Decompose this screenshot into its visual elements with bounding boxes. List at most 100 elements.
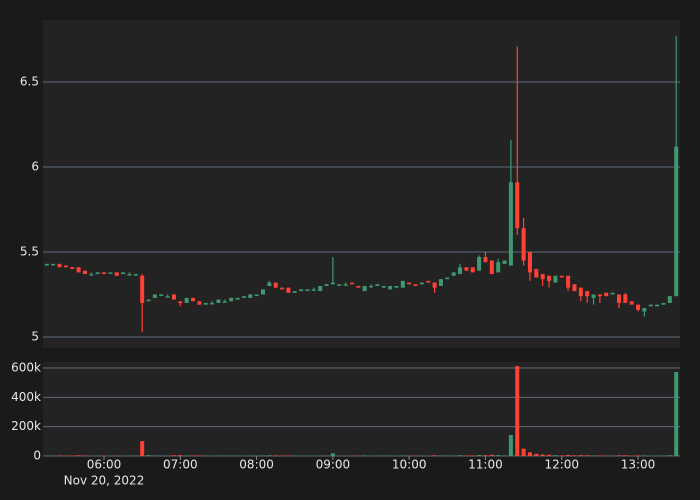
candle-body [114,272,119,276]
price-panel [43,20,680,348]
candle-body [184,297,189,303]
candle-body [330,282,335,285]
candle-body [286,287,291,293]
volume-bar [496,455,501,456]
candle-body [102,272,107,275]
x-tick-label: 12:00 [544,458,579,472]
volume-bar [489,454,494,456]
candle-body [464,267,469,271]
candle-body [527,251,532,273]
candle-body [362,285,367,292]
candle-body [178,301,183,303]
candle-body [197,301,202,305]
volume-bar [140,441,145,456]
candle-body [394,285,399,288]
volume-bar [508,435,513,456]
candle-body [477,257,482,271]
volume-bar [597,455,602,456]
candle-body [381,285,386,288]
candle-body [248,294,253,298]
volume-bar [540,454,545,456]
volume-bar [636,455,641,456]
x-tick-label: 09:00 [316,458,351,472]
volume-bar [464,455,469,456]
volume-bar [273,455,278,456]
candle-body [661,302,666,305]
volume-bar [642,455,647,456]
x-date-label: Nov 20, 2022 [64,474,145,488]
candle-body [70,267,75,269]
candle-body [629,301,634,305]
candle-body [222,301,227,303]
y-tick-label: 6 [31,160,39,174]
volume-bar [521,448,526,456]
candle-body [356,285,361,288]
candle-body [165,296,170,298]
candle-body [585,291,590,297]
volume-bar [458,455,463,456]
candle-body [254,294,259,296]
volume-bar [267,455,272,456]
candle-body [566,275,571,288]
candle-body [133,274,138,276]
volume-bar [57,455,62,456]
candle-body [89,274,94,276]
candle-body [438,279,443,286]
volume-bar [152,455,157,456]
candle-body [127,274,132,276]
candle-body [152,294,157,298]
candle-body [655,304,660,307]
volume-bar [534,453,539,456]
candle-body [432,282,437,288]
candle-body [95,272,100,275]
volume-bar [527,452,532,456]
candle-body [426,280,431,283]
volume-bar [470,455,475,456]
candle-body [483,257,488,263]
candle-body [388,285,393,290]
candle-body [610,292,615,295]
candle-body [540,274,545,280]
volume-bar [146,455,151,456]
candle-body [63,265,68,268]
candle-body [273,282,278,288]
candle-body [636,304,641,310]
y-tick-label: 6.5 [20,75,39,89]
candle-body [203,302,208,305]
volume-bar [477,454,482,456]
candle-body [292,291,297,293]
candle-body [515,182,520,229]
x-tick-label: 07:00 [163,458,198,472]
candle-body [241,296,246,298]
candle-body [337,284,342,286]
x-tick-label: 08:00 [239,458,274,472]
volume-tick-label: 400k [11,390,41,404]
volume-bar [82,455,87,456]
candle-body [349,282,354,285]
volume-bar [674,371,679,456]
candle-body [235,297,240,300]
candle-body [572,284,577,292]
candle-body [305,289,310,291]
volume-bar [578,455,583,456]
candle-body [508,182,513,266]
candle-body [216,299,221,303]
candle-body [140,275,145,303]
candle-body [191,297,196,302]
y-tick-label: 5 [31,329,39,343]
volume-bar [616,455,621,456]
candle-body [407,282,412,285]
candle-body [604,292,609,297]
x-tick-label: 10:00 [392,458,427,472]
candle-body [470,267,475,273]
candle-body [623,294,628,303]
candle-body [121,272,126,275]
candle-body [616,294,621,303]
candle-body [82,270,87,275]
volume-bar [171,455,176,456]
volume-tick-label: 200k [11,419,41,433]
volume-bar [623,455,628,456]
candle-body [419,282,424,285]
candle-body [597,294,602,297]
candle-body [496,262,501,273]
